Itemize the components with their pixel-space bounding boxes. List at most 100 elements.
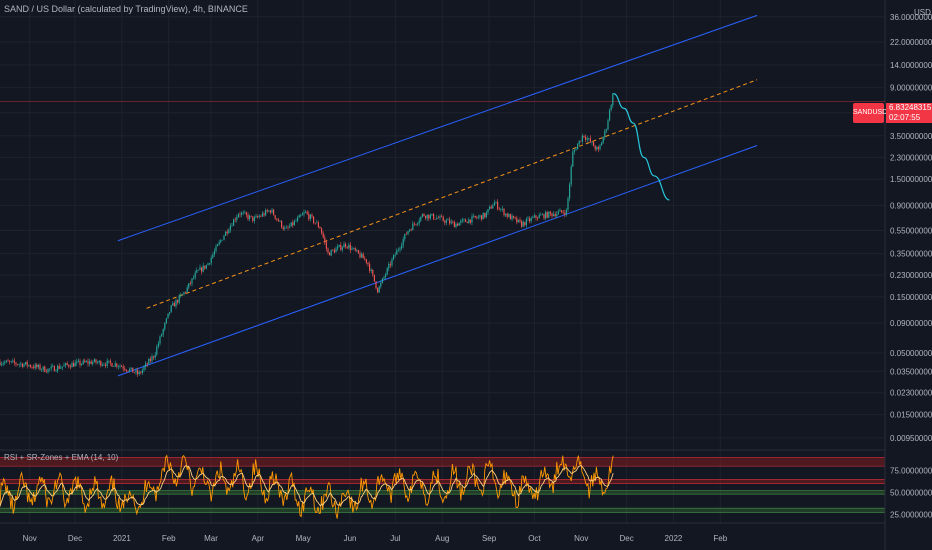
candle bbox=[557, 211, 559, 214]
candle bbox=[586, 138, 588, 140]
rsi-ema-line[interactable] bbox=[0, 464, 614, 507]
candle bbox=[437, 217, 439, 219]
candle bbox=[252, 216, 254, 222]
indicator-title[interactable]: RSI + SR-Zones + EMA (14, 10) bbox=[4, 453, 119, 462]
candle bbox=[460, 220, 462, 223]
candle bbox=[474, 215, 476, 218]
candle bbox=[458, 222, 460, 226]
candle bbox=[255, 216, 257, 218]
price-tick-label: 0.03500000 bbox=[890, 367, 932, 376]
candle bbox=[581, 135, 583, 142]
time-tick-label: Dec bbox=[68, 534, 82, 543]
candle bbox=[370, 270, 372, 271]
candles[interactable] bbox=[0, 92, 614, 377]
candle bbox=[295, 220, 297, 222]
candle bbox=[124, 368, 126, 370]
channel-upper-line[interactable] bbox=[117, 14, 758, 242]
channel-mid-line[interactable] bbox=[146, 79, 758, 309]
candle bbox=[436, 217, 438, 220]
candle bbox=[49, 368, 51, 370]
candle bbox=[473, 215, 475, 217]
candle bbox=[268, 210, 270, 212]
candle bbox=[513, 215, 515, 218]
candle bbox=[220, 240, 222, 242]
candle bbox=[354, 248, 356, 251]
candle bbox=[284, 227, 286, 230]
candle bbox=[205, 265, 207, 269]
time-tick-label: Feb bbox=[713, 534, 727, 543]
candle bbox=[213, 251, 215, 255]
candle bbox=[260, 216, 262, 217]
candle bbox=[538, 214, 540, 219]
candle bbox=[357, 250, 359, 254]
candle bbox=[445, 220, 447, 223]
regression-channel[interactable] bbox=[117, 14, 758, 377]
candle bbox=[81, 363, 83, 365]
price-axis[interactable]: 36.00000000 22.00000000 14.00000000 9.00000… bbox=[890, 13, 932, 443]
candle bbox=[589, 138, 591, 143]
candle bbox=[431, 214, 433, 216]
channel-lower-line[interactable] bbox=[117, 145, 758, 377]
candle bbox=[0, 361, 1, 366]
time-axis[interactable]: Nov Dec 2021 Feb Mar Apr May Jun Jul Aug Sep Oct Nov… bbox=[23, 534, 728, 543]
candle bbox=[79, 360, 81, 365]
candle bbox=[498, 208, 500, 210]
candle bbox=[143, 366, 145, 371]
candle bbox=[209, 263, 211, 264]
candle bbox=[389, 264, 391, 266]
candle bbox=[28, 365, 30, 366]
rsi-line[interactable] bbox=[0, 454, 614, 519]
candle bbox=[153, 356, 155, 358]
projection-line[interactable] bbox=[613, 93, 670, 201]
candle bbox=[413, 223, 415, 225]
candle bbox=[149, 358, 151, 361]
candle bbox=[375, 281, 377, 289]
rsi-lines[interactable] bbox=[0, 454, 614, 519]
candle bbox=[533, 215, 535, 218]
price-tick-label: 2.30000000 bbox=[890, 153, 932, 162]
time-tick-label: Nov bbox=[23, 534, 37, 543]
candle bbox=[282, 227, 284, 230]
candle bbox=[37, 364, 39, 368]
rsi-axis[interactable]: 75.00000000 50.00000000 25.00000000 bbox=[890, 467, 932, 520]
candle bbox=[279, 220, 281, 222]
candle bbox=[527, 218, 529, 220]
candle bbox=[127, 370, 129, 372]
candle bbox=[58, 365, 60, 369]
candle bbox=[281, 220, 283, 228]
price-projection[interactable] bbox=[613, 93, 670, 201]
candle bbox=[548, 211, 550, 218]
candle bbox=[362, 253, 364, 259]
candle bbox=[580, 140, 582, 142]
candle bbox=[305, 211, 307, 213]
candle bbox=[493, 202, 495, 206]
price-tick-label: 0.90000000 bbox=[890, 201, 932, 210]
candle bbox=[257, 216, 259, 218]
candle bbox=[53, 366, 55, 372]
candle bbox=[433, 214, 435, 220]
candle bbox=[490, 206, 492, 209]
candle bbox=[245, 212, 247, 215]
candle bbox=[591, 141, 593, 143]
candle bbox=[15, 362, 17, 365]
candle bbox=[36, 364, 38, 368]
candle bbox=[117, 366, 119, 367]
time-tick-label: Mar bbox=[204, 534, 218, 543]
rsi-tick-label: 25.00000000 bbox=[890, 510, 932, 519]
candle bbox=[463, 219, 465, 221]
time-tick-label: Dec bbox=[619, 534, 633, 543]
candle bbox=[423, 214, 425, 217]
candle bbox=[113, 366, 115, 368]
candle bbox=[130, 367, 132, 369]
candle bbox=[343, 244, 345, 248]
candle bbox=[311, 214, 313, 217]
candle bbox=[26, 361, 28, 366]
time-tick-label: Jun bbox=[344, 534, 357, 543]
time-tick-label: Sep bbox=[482, 534, 497, 543]
rsi-zones bbox=[0, 457, 885, 513]
time-tick-label: 2021 bbox=[113, 534, 131, 543]
candle bbox=[87, 361, 89, 364]
price-tick-label: 0.55000000 bbox=[890, 226, 932, 235]
candle bbox=[207, 263, 209, 266]
